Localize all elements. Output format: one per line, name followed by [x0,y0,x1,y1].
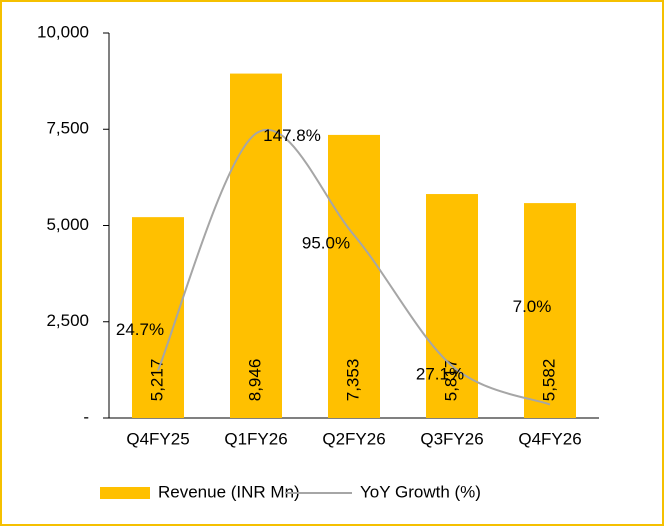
legend-label: YoY Growth (%) [360,482,481,501]
growth-line [157,128,551,406]
y-tick-label: - [83,407,89,426]
line-value-label: 147.8% [263,126,321,145]
y-tick-label: 7,500 [46,119,89,138]
line-value-label: 27.1% [416,364,464,383]
line-value-label: 95.0% [302,234,350,253]
x-tick-label: Q2FY26 [322,429,385,448]
legend-swatch [100,487,150,499]
x-tick-label: Q3FY26 [420,429,483,448]
y-tick-label: 5,000 [46,215,89,234]
x-tick-label: Q4FY26 [518,429,581,448]
x-tick-label: Q4FY25 [126,429,189,448]
bar-value-label: 7,353 [343,359,362,402]
bar-value-label: 8,946 [245,359,264,402]
y-tick-label: 10,000 [37,22,89,41]
bar-value-label: 5,582 [539,359,558,402]
bar [328,134,380,419]
line-value-label: 24.7% [116,320,164,339]
line-value-label: 7.0% [513,297,552,316]
bar [524,203,576,418]
y-tick-label: 2,500 [46,311,89,330]
bar [132,217,184,418]
bar [426,194,478,418]
bar-value-label: 5,217 [147,359,166,402]
x-tick-label: Q1FY26 [224,429,287,448]
legend-label: Revenue (INR Mn) [158,482,300,501]
